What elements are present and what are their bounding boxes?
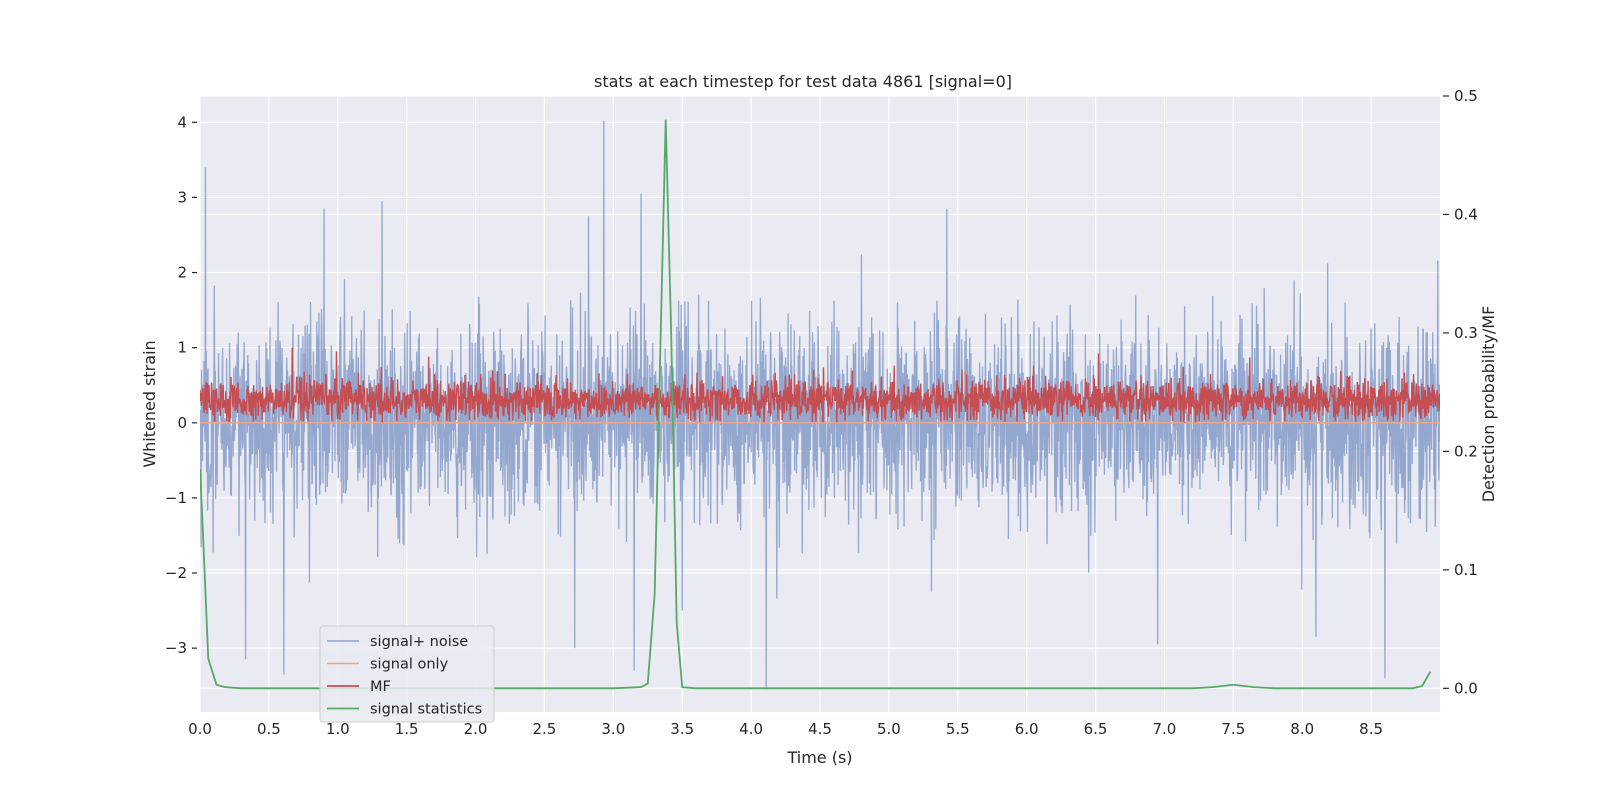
y2-tick-label: 0.0 xyxy=(1454,679,1478,697)
x-tick-label: 8.0 xyxy=(1290,720,1314,738)
series-mf-line xyxy=(200,347,1440,424)
x-tick-label: 4.5 xyxy=(808,720,832,738)
x-tick-label: 1.0 xyxy=(326,720,350,738)
y-tick-label: 1 xyxy=(177,339,187,357)
y-tick-label: 3 xyxy=(177,188,187,206)
series-signal-statistics-line xyxy=(200,119,1432,690)
legend-box xyxy=(319,625,495,723)
x-axis-label: Time (s) xyxy=(786,748,852,767)
legend-entry: signal statistics xyxy=(370,702,482,718)
x-tick-label: 3.0 xyxy=(601,720,625,738)
y2-axis-label: Detection probability/MF xyxy=(1479,306,1498,503)
series-signal-noise-line xyxy=(200,120,1440,690)
legend-entry: signal only xyxy=(370,657,449,673)
x-tick-label: 3.5 xyxy=(670,720,694,738)
y-axis-label: Whitened strain xyxy=(140,340,159,467)
x-tick-label: 7.5 xyxy=(1221,720,1245,738)
y-tick-label: −2 xyxy=(165,564,187,582)
legend-entry: MF xyxy=(370,679,391,695)
x-tick-label: 1.5 xyxy=(395,720,419,738)
y-tick-label: −3 xyxy=(165,639,187,657)
x-tick-label: 7.0 xyxy=(1153,720,1177,738)
chart-title: stats at each timestep for test data 486… xyxy=(594,72,1012,91)
y2-tick-label: 0.4 xyxy=(1454,205,1478,223)
x-tick-label: 6.5 xyxy=(1084,720,1108,738)
series-layer xyxy=(200,119,1440,690)
x-tick-label: 2.0 xyxy=(464,720,488,738)
x-tick-label: 6.0 xyxy=(1015,720,1039,738)
x-tick-label: 4.0 xyxy=(739,720,763,738)
y-axis-left: 4 3 2 1 0 −1 −2 −3 xyxy=(165,113,197,657)
legend: signal+ noise signal only MF signal statist… xyxy=(319,625,495,723)
x-tick-label: 0.5 xyxy=(257,720,281,738)
y-tick-label: 2 xyxy=(177,264,187,282)
y2-tick-label: 0.2 xyxy=(1454,442,1478,460)
x-tick-label: 5.0 xyxy=(877,720,901,738)
y2-tick-label: 0.1 xyxy=(1454,561,1478,579)
y-tick-label: 0 xyxy=(177,414,187,432)
x-tick-label: 5.5 xyxy=(946,720,970,738)
x-tick-label: 8.5 xyxy=(1359,720,1383,738)
legend-entry: signal+ noise xyxy=(370,634,468,650)
y-tick-label: 4 xyxy=(177,113,187,131)
y2-tick-label: 0.5 xyxy=(1454,87,1478,105)
y2-tick-label: 0.3 xyxy=(1454,324,1478,342)
x-tick-label: 0.0 xyxy=(188,720,212,738)
x-tick-label: 2.5 xyxy=(533,720,557,738)
y-tick-label: −1 xyxy=(165,489,187,507)
x-axis: 0.0 0.5 1.0 1.5 2.0 2.5 3.0 3.5 4.0 4.5 5.0 5.5 6.0 6… xyxy=(188,720,1383,738)
y-axis-right: 0.5 0.4 0.3 0.2 0.1 0.0 xyxy=(1443,87,1478,697)
